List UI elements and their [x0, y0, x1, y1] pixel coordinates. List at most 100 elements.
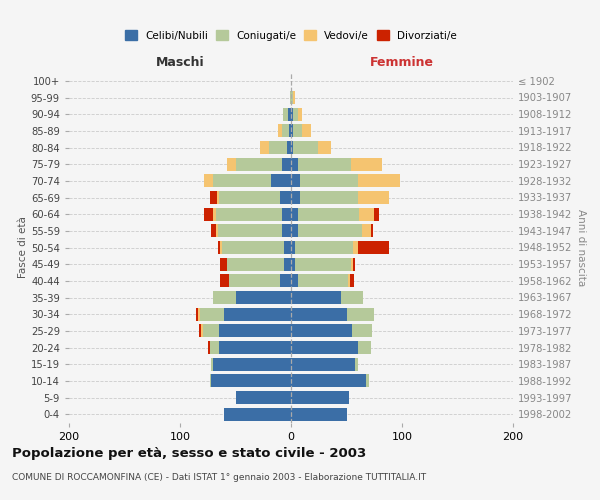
Bar [220, 241, 222, 254]
Bar [291, 241, 295, 254]
Bar [215, 224, 218, 237]
Bar [367, 374, 369, 388]
Bar [205, 174, 214, 188]
Bar [211, 374, 291, 388]
Bar [374, 208, 379, 220]
Bar [358, 191, 389, 204]
Bar [282, 208, 291, 220]
Bar [291, 274, 298, 287]
Bar [359, 208, 374, 220]
Bar [227, 158, 235, 170]
Bar [300, 191, 358, 204]
Bar [287, 108, 291, 120]
Bar [302, 124, 311, 138]
Bar [353, 258, 355, 270]
Bar [298, 274, 347, 287]
Bar [200, 308, 224, 320]
Bar [196, 308, 198, 320]
Bar [353, 241, 358, 254]
Bar [218, 224, 282, 237]
Bar [229, 274, 280, 287]
Bar [217, 191, 219, 204]
Bar [347, 308, 374, 320]
Bar [291, 141, 293, 154]
Text: Femmine: Femmine [370, 56, 434, 69]
Bar [278, 124, 282, 138]
Y-axis label: Anni di nascita: Anni di nascita [576, 209, 586, 286]
Bar [291, 324, 352, 338]
Bar [300, 174, 358, 188]
Bar [208, 341, 210, 354]
Bar [220, 274, 229, 287]
Bar [291, 341, 358, 354]
Bar [219, 341, 291, 354]
Bar [350, 274, 354, 287]
Bar [211, 224, 215, 237]
Bar [351, 258, 353, 270]
Bar [291, 208, 298, 220]
Bar [211, 358, 214, 370]
Bar [293, 108, 298, 120]
Bar [371, 224, 373, 237]
Bar [293, 141, 317, 154]
Bar [290, 91, 291, 104]
Bar [283, 108, 287, 120]
Bar [362, 224, 371, 237]
Bar [201, 324, 203, 338]
Bar [235, 158, 282, 170]
Bar [358, 174, 400, 188]
Bar [284, 258, 291, 270]
Bar [219, 324, 291, 338]
Bar [291, 358, 355, 370]
Bar [341, 291, 363, 304]
Bar [210, 191, 217, 204]
Bar [203, 324, 219, 338]
Text: Popolazione per età, sesso e stato civile - 2003: Popolazione per età, sesso e stato civil… [12, 448, 366, 460]
Bar [295, 241, 353, 254]
Bar [289, 124, 291, 138]
Bar [269, 141, 287, 154]
Bar [219, 191, 280, 204]
Text: COMUNE DI ROCCAMONFINA (CE) - Dati ISTAT 1° gennaio 2003 - Elaborazione TUTTITAL: COMUNE DI ROCCAMONFINA (CE) - Dati ISTAT… [12, 472, 426, 482]
Bar [199, 324, 201, 338]
Bar [280, 191, 291, 204]
Bar [282, 224, 291, 237]
Bar [291, 108, 293, 120]
Bar [317, 141, 331, 154]
Bar [235, 391, 291, 404]
Bar [235, 291, 291, 304]
Bar [224, 308, 291, 320]
Bar [218, 241, 220, 254]
Bar [293, 124, 302, 138]
Bar [295, 258, 351, 270]
Bar [291, 258, 295, 270]
Bar [291, 158, 298, 170]
Bar [214, 174, 271, 188]
Bar [282, 124, 289, 138]
Bar [280, 274, 291, 287]
Bar [291, 408, 347, 420]
Bar [291, 224, 298, 237]
Y-axis label: Fasce di età: Fasce di età [18, 216, 28, 278]
Bar [287, 141, 291, 154]
Bar [291, 191, 300, 204]
Bar [293, 91, 295, 104]
Bar [224, 408, 291, 420]
Bar [358, 341, 371, 354]
Bar [205, 208, 214, 220]
Bar [291, 124, 293, 138]
Bar [210, 341, 219, 354]
Bar [291, 174, 300, 188]
Bar [358, 241, 389, 254]
Bar [214, 358, 291, 370]
Bar [198, 308, 200, 320]
Bar [214, 208, 215, 220]
Bar [210, 374, 211, 388]
Bar [355, 358, 358, 370]
Bar [298, 158, 351, 170]
Bar [284, 241, 291, 254]
Bar [291, 91, 293, 104]
Bar [352, 324, 372, 338]
Bar [215, 208, 282, 220]
Bar [291, 308, 347, 320]
